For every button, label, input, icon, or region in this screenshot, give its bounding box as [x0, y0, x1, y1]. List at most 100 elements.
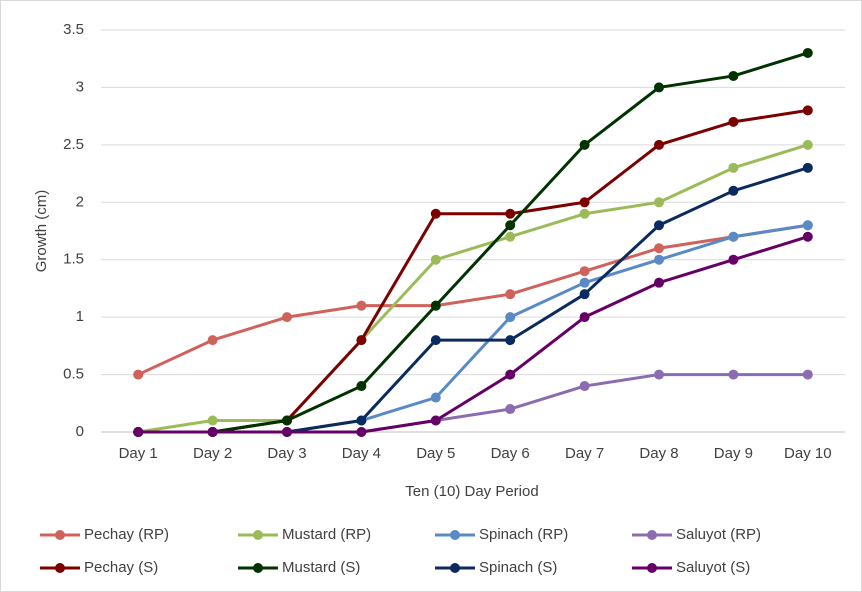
x-tick-label: Day 8	[639, 445, 678, 462]
legend-marker	[647, 563, 657, 573]
data-point	[207, 415, 218, 426]
legend-label: Mustard (RP)	[282, 526, 371, 543]
y-tick-label: 1.5	[63, 251, 84, 268]
data-point	[579, 289, 590, 300]
y-tick-label: 1	[76, 308, 84, 325]
data-point	[654, 139, 664, 150]
y-tick-label: 2	[76, 193, 84, 210]
data-point	[802, 231, 813, 242]
x-tick-label: Day 10	[784, 445, 832, 462]
x-axis-label: Ten (10) Day Period	[405, 483, 538, 500]
y-tick-label: 0.5	[63, 366, 84, 383]
data-point	[505, 220, 516, 231]
legend-label: Spinach (S)	[479, 559, 557, 576]
data-point	[356, 415, 367, 426]
data-point	[654, 277, 664, 288]
data-point	[356, 300, 367, 311]
y-tick-label: 3	[76, 78, 84, 95]
series-line	[137, 143, 809, 434]
series-line	[138, 235, 809, 434]
data-point	[430, 208, 441, 219]
data-point	[654, 369, 664, 380]
data-point	[728, 116, 739, 127]
data-point	[579, 312, 590, 323]
x-tick-label: Day 6	[491, 445, 530, 462]
legend-marker	[55, 530, 65, 540]
legend-label: Saluyot (RP)	[676, 526, 761, 543]
legend-label: Pechay (S)	[84, 559, 158, 576]
x-tick-label: Day 4	[342, 445, 381, 462]
data-point	[802, 47, 813, 58]
legend-label: Saluyot (S)	[676, 559, 750, 576]
data-point	[728, 185, 739, 196]
data-point	[430, 300, 441, 311]
data-point	[356, 335, 367, 346]
data-point	[579, 208, 590, 219]
x-tick-label: Day 1	[119, 445, 158, 462]
data-point	[654, 197, 664, 208]
data-point	[654, 220, 664, 231]
y-tick-label: 0	[76, 423, 84, 440]
data-point	[207, 427, 218, 437]
data-point	[728, 254, 739, 265]
data-point	[430, 392, 441, 403]
x-tick-label: Day 3	[267, 445, 306, 462]
data-point	[282, 415, 292, 426]
data-point	[282, 312, 292, 323]
data-point	[728, 162, 739, 173]
legend-marker	[450, 563, 460, 573]
data-point	[505, 404, 516, 415]
legend-label: Mustard (S)	[282, 559, 360, 576]
data-point	[207, 335, 218, 346]
data-point	[802, 162, 813, 173]
data-point	[282, 427, 292, 437]
data-point	[654, 254, 664, 265]
data-point	[356, 381, 367, 392]
data-point	[579, 381, 590, 392]
legend-marker	[253, 530, 263, 540]
data-point	[728, 231, 739, 242]
data-point	[579, 266, 590, 277]
legend-label: Pechay (RP)	[84, 526, 169, 543]
legend-marker	[450, 530, 460, 540]
data-point	[802, 220, 813, 231]
data-point	[579, 197, 590, 208]
x-tick-label: Day 9	[714, 445, 753, 462]
legend-marker	[55, 563, 65, 573]
legend-marker	[253, 563, 263, 573]
data-point	[133, 427, 144, 437]
data-point	[133, 369, 144, 380]
data-point	[430, 415, 441, 426]
data-point	[802, 369, 813, 380]
series-line	[138, 51, 809, 434]
data-point	[505, 335, 516, 346]
data-point	[505, 369, 516, 380]
legend-label: Spinach (RP)	[479, 526, 568, 543]
data-point	[728, 70, 739, 81]
x-tick-label: Day 2	[193, 445, 232, 462]
data-point	[505, 208, 516, 219]
data-point	[654, 243, 664, 254]
data-point	[505, 312, 516, 323]
data-point	[430, 254, 441, 265]
data-point	[505, 289, 516, 300]
legend-marker	[647, 530, 657, 540]
data-point	[430, 335, 441, 346]
data-point	[356, 427, 367, 437]
x-tick-label: Day 7	[565, 445, 604, 462]
y-axis-label: Growth (cm)	[33, 190, 50, 273]
data-point	[802, 139, 813, 150]
y-tick-label: 3.5	[63, 21, 84, 38]
data-point	[505, 231, 516, 242]
data-point	[579, 139, 590, 150]
data-point	[654, 82, 664, 93]
data-point	[728, 369, 739, 380]
series-line	[137, 223, 809, 376]
data-point	[579, 277, 590, 288]
data-point	[802, 105, 813, 116]
y-tick-label: 2.5	[63, 136, 84, 153]
x-tick-label: Day 5	[416, 445, 455, 462]
